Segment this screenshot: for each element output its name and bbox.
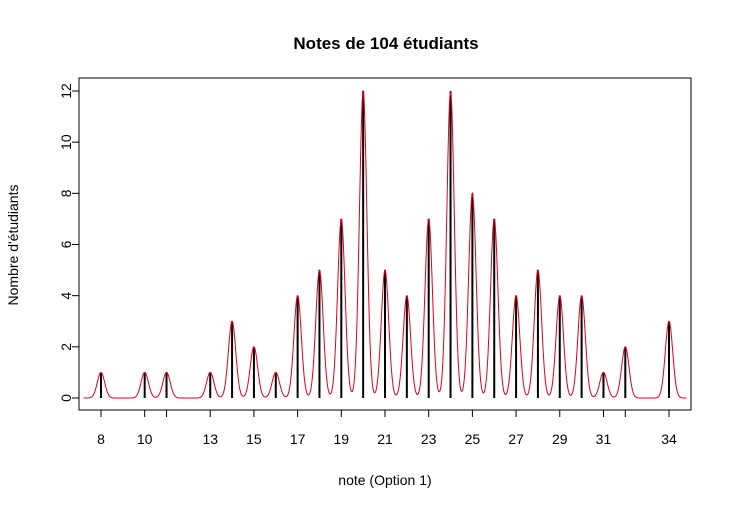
x-tick-label: 8 bbox=[97, 431, 105, 447]
x-axis-label: note (Option 1) bbox=[338, 472, 431, 488]
x-tick-label: 13 bbox=[202, 431, 218, 447]
x-tick-label: 15 bbox=[246, 431, 262, 447]
y-tick-label: 2 bbox=[58, 343, 74, 351]
x-tick-label: 29 bbox=[552, 431, 568, 447]
y-tick-label: 10 bbox=[58, 134, 74, 150]
density-curve bbox=[83, 89, 687, 399]
x-tick-label: 34 bbox=[661, 431, 677, 447]
y-tick-label: 6 bbox=[58, 240, 74, 248]
y-tick-label: 0 bbox=[58, 394, 74, 402]
x-tick-label: 21 bbox=[377, 431, 393, 447]
y-tick-label: 8 bbox=[58, 189, 74, 197]
x-axis: 8 10 13 15 17 19 21 23 25 27 29 31 34 bbox=[97, 409, 677, 447]
y-axis-label: Nombre d'étudiants bbox=[5, 185, 21, 306]
x-tick-label: 27 bbox=[508, 431, 524, 447]
x-tick-label: 31 bbox=[596, 431, 612, 447]
y-tick-label: 4 bbox=[58, 292, 74, 300]
y-axis: 0 2 4 6 8 10 12 bbox=[58, 83, 80, 402]
x-tick-label: 23 bbox=[421, 431, 437, 447]
x-tick-label: 25 bbox=[465, 431, 481, 447]
x-tick-label: 17 bbox=[290, 431, 306, 447]
y-tick-label: 12 bbox=[58, 83, 74, 99]
x-tick-label: 10 bbox=[137, 431, 153, 447]
bars bbox=[100, 91, 670, 398]
chart-title: Notes de 104 étudiants bbox=[293, 34, 478, 53]
x-tick-label: 19 bbox=[334, 431, 350, 447]
